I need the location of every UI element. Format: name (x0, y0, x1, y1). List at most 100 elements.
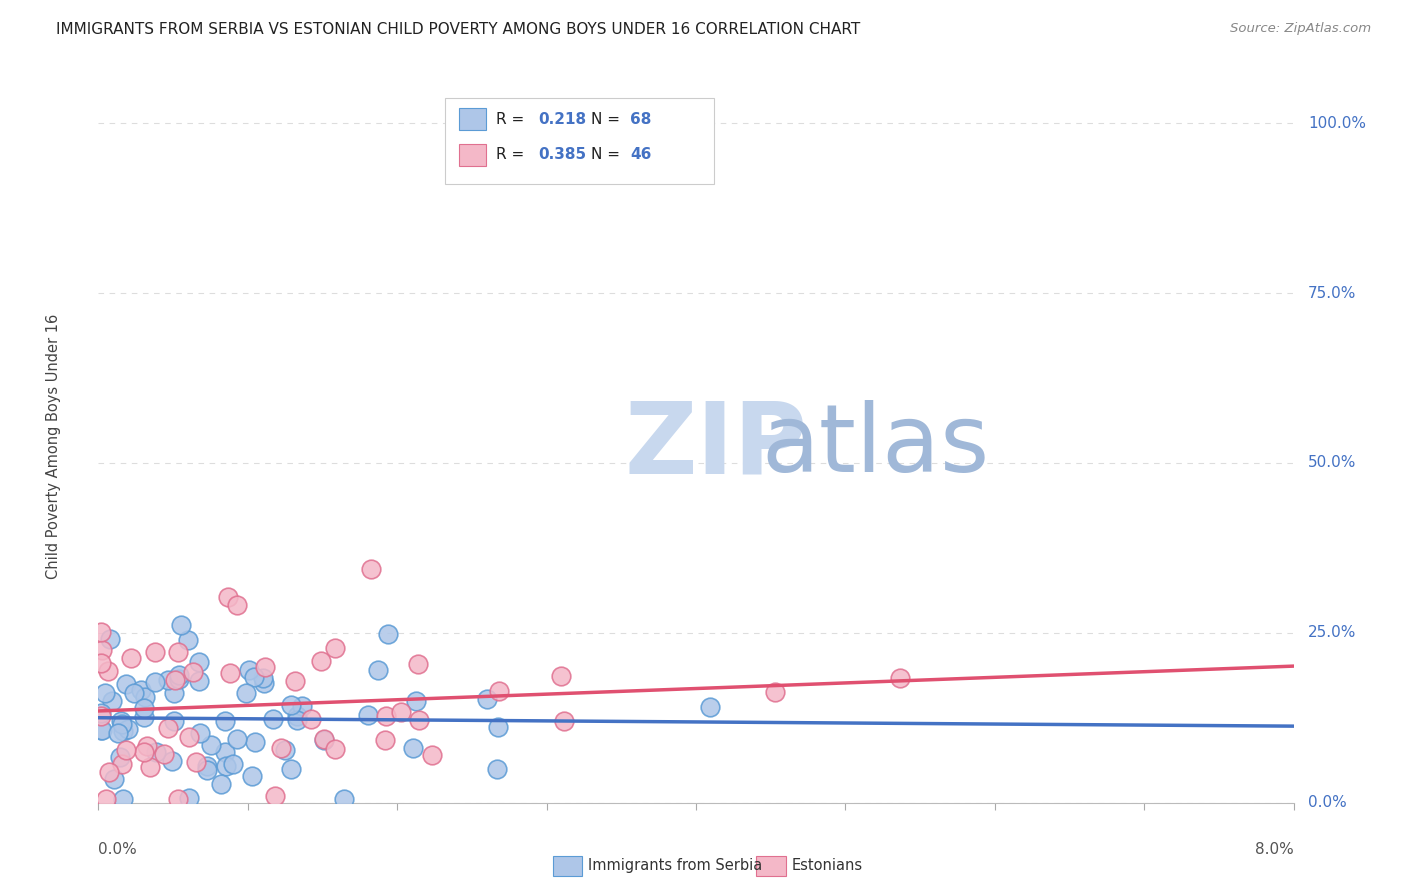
Point (98, 764, 121, 779)
Text: 50.0%: 50.0% (1308, 456, 1357, 470)
Point (402, 740, 425, 755)
Point (217, 591, 239, 605)
Text: 0.0%: 0.0% (98, 842, 138, 857)
Point (195, 759, 218, 773)
Point (90, 656, 112, 670)
Point (132, 700, 155, 714)
Point (285, 709, 308, 723)
Point (90, 709, 112, 723)
Point (195, 763, 218, 777)
FancyBboxPatch shape (460, 145, 485, 166)
Point (375, 709, 398, 723)
Point (114, 677, 136, 691)
Point (170, 617, 193, 632)
Point (177, 633, 200, 648)
Point (215, 759, 238, 773)
Text: N =: N = (591, 112, 624, 127)
Point (117, 722, 139, 736)
Point (145, 745, 167, 759)
Point (263, 789, 285, 803)
Text: R =: R = (496, 147, 530, 162)
Text: atlas: atlas (762, 400, 990, 492)
Point (132, 710, 155, 724)
Point (284, 673, 307, 688)
Point (243, 670, 266, 684)
Point (226, 732, 249, 747)
Point (252, 671, 274, 685)
Point (235, 685, 257, 699)
Point (408, 714, 430, 728)
Point (97, 665, 120, 679)
Point (187, 656, 209, 670)
Point (163, 673, 186, 688)
Point (169, 672, 191, 686)
Text: ZIP: ZIP (624, 398, 807, 494)
Text: Immigrants from Serbia: Immigrants from Serbia (589, 858, 762, 873)
Point (90, 625, 112, 640)
Point (121, 651, 143, 665)
Point (111, 716, 134, 731)
Point (214, 714, 236, 728)
Text: 8.0%: 8.0% (1254, 842, 1294, 857)
Point (181, 665, 204, 679)
FancyBboxPatch shape (460, 109, 485, 130)
Point (553, 714, 575, 728)
Point (167, 644, 190, 658)
Point (274, 743, 297, 757)
Point (90, 706, 112, 720)
Point (252, 676, 274, 690)
Point (136, 739, 159, 753)
Point (475, 691, 498, 706)
Point (138, 760, 160, 774)
Point (285, 714, 308, 728)
Point (114, 743, 136, 757)
Point (889, 672, 911, 686)
Point (163, 714, 186, 728)
Point (243, 735, 266, 749)
Point (333, 792, 356, 806)
Point (253, 660, 276, 674)
Text: Child Poverty Among Boys Under 16: Child Poverty Among Boys Under 16 (45, 313, 60, 579)
Point (110, 750, 132, 764)
Point (314, 732, 336, 747)
Point (377, 626, 399, 640)
Point (143, 675, 166, 690)
Point (166, 792, 188, 806)
Point (291, 698, 314, 713)
FancyBboxPatch shape (446, 98, 714, 184)
Point (389, 705, 412, 719)
Point (96, 792, 118, 806)
Point (238, 663, 260, 677)
Point (177, 730, 200, 744)
Point (153, 747, 176, 762)
Text: Source: ZipAtlas.com: Source: ZipAtlas.com (1230, 22, 1371, 36)
Point (357, 707, 380, 722)
Point (101, 694, 124, 708)
Text: IMMIGRANTS FROM SERBIA VS ESTONIAN CHILD POVERTY AMONG BOYS UNDER 16 CORRELATION: IMMIGRANTS FROM SERBIA VS ESTONIAN CHILD… (56, 22, 860, 37)
Point (270, 741, 292, 756)
Point (280, 698, 302, 713)
Point (200, 739, 222, 753)
Point (187, 673, 209, 688)
Point (157, 722, 180, 736)
Point (408, 657, 430, 672)
Point (299, 712, 322, 726)
Point (360, 562, 382, 576)
Point (374, 733, 396, 747)
Point (167, 668, 190, 682)
Point (309, 654, 332, 668)
Point (188, 726, 211, 740)
Text: 100.0%: 100.0% (1308, 116, 1365, 131)
Point (100, 632, 122, 646)
Point (134, 690, 156, 704)
Point (218, 666, 240, 681)
Point (90, 723, 112, 738)
Point (488, 684, 510, 698)
Point (94, 686, 117, 700)
Point (103, 772, 125, 786)
Point (111, 724, 134, 739)
Point (312, 733, 335, 747)
Text: 0.0%: 0.0% (1308, 796, 1347, 810)
Point (156, 673, 179, 688)
Text: Estonians: Estonians (792, 858, 863, 873)
